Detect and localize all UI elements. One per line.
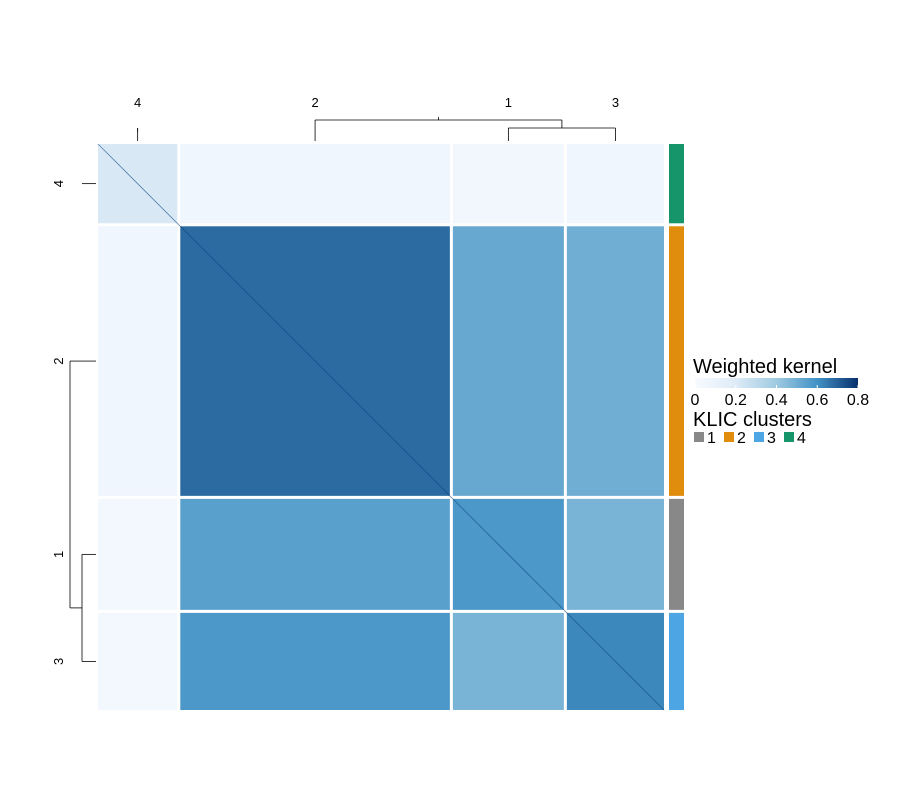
heat-block-3-4 xyxy=(98,612,178,710)
row-dendrogram xyxy=(69,183,96,662)
row-label-2: 2 xyxy=(51,357,66,364)
legend-tick-label: 0 xyxy=(691,392,700,409)
legend-item-3: 3 xyxy=(767,430,776,447)
row-cluster-labels: 4 2 1 3 xyxy=(51,180,66,665)
column-label-2: 2 xyxy=(311,95,318,110)
heat-block-1-3 xyxy=(566,498,664,610)
heat-block-3-2 xyxy=(180,612,450,710)
cluster-legend: KLIC clusters 1 2 3 4 xyxy=(693,409,812,447)
column-dendrogram xyxy=(137,117,616,141)
column-label-3: 3 xyxy=(612,95,619,110)
heat-block-4-3 xyxy=(566,144,664,224)
heat-block-4-2 xyxy=(180,144,450,224)
row-label-3: 3 xyxy=(51,658,66,665)
legend-tick-label: 0.8 xyxy=(847,392,869,409)
legend-tick-label: 0.6 xyxy=(806,392,828,409)
heatmap-body xyxy=(97,143,665,711)
heat-block-2-4 xyxy=(98,226,178,496)
heat-block-4-1 xyxy=(452,144,564,224)
row-label-4: 4 xyxy=(51,180,66,187)
legend-tick-label: 0.4 xyxy=(765,392,787,409)
color-legend: Weighted kernel 0 0.2 0.4 0.6 0.8 xyxy=(691,356,870,409)
legend-item-4: 4 xyxy=(797,430,806,447)
column-label-4: 4 xyxy=(134,95,141,110)
column-cluster-labels: 4 2 1 3 xyxy=(134,95,619,110)
heat-block-3-1 xyxy=(452,612,564,710)
diagonal-line xyxy=(97,143,665,711)
annotation-cluster-3 xyxy=(669,612,684,710)
annotation-cluster-2 xyxy=(669,226,684,496)
legend-item-1: 1 xyxy=(707,430,716,447)
annotation-cluster-1 xyxy=(669,498,684,610)
heat-block-2-3 xyxy=(566,226,664,496)
legend-swatch-3 xyxy=(754,432,764,442)
annotation-cluster-4 xyxy=(669,144,684,224)
cluster-annotation-bar xyxy=(669,144,684,710)
heat-block-2-1 xyxy=(452,226,564,496)
legend-tick-label: 0.2 xyxy=(725,392,747,409)
legend-gradient-bar xyxy=(695,378,858,388)
legend-swatch-4 xyxy=(784,432,794,442)
column-label-1: 1 xyxy=(505,95,512,110)
legend-item-2: 2 xyxy=(737,430,746,447)
cluster-legend-title: KLIC clusters xyxy=(693,409,812,431)
legend-swatch-1 xyxy=(694,432,704,442)
row-label-1: 1 xyxy=(51,551,66,558)
heat-block-1-2 xyxy=(180,498,450,610)
heat-block-1-4 xyxy=(98,498,178,610)
legend-title: Weighted kernel xyxy=(693,356,837,378)
legend-swatch-2 xyxy=(724,432,734,442)
